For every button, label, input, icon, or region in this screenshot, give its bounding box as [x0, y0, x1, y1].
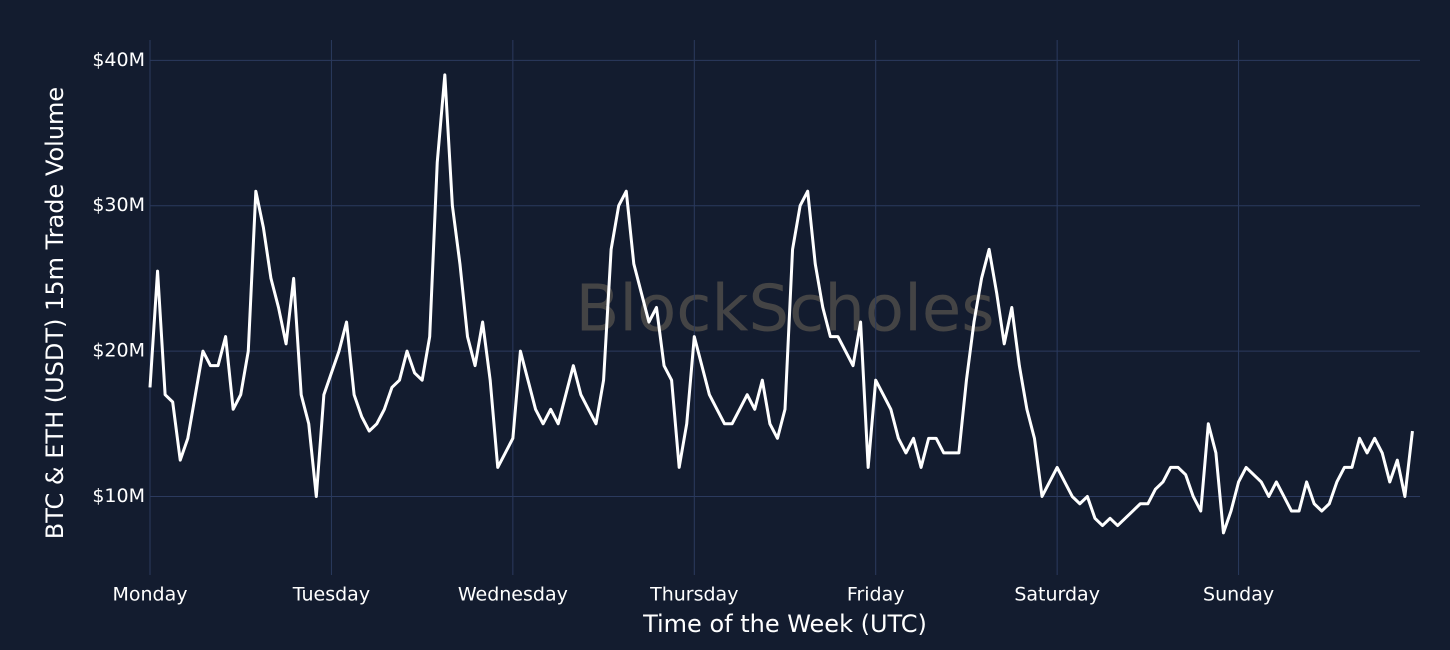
y-tick-label: $40M: [92, 49, 145, 71]
x-axis-title: Time of the Week (UTC): [642, 610, 927, 638]
x-tick-label: Wednesday: [458, 584, 568, 606]
y-axis-title: BTC & ETH (USDT) 15m Trade Volume: [41, 87, 69, 539]
y-tick-label: $10M: [92, 485, 145, 507]
x-tick-label: Monday: [112, 584, 187, 606]
y-tick-label: $20M: [92, 340, 145, 362]
x-tick-label: Sunday: [1203, 584, 1274, 606]
data-line: [148, 73, 1414, 535]
x-tick-label: Friday: [847, 584, 905, 606]
x-tick-label: Thursday: [649, 584, 738, 606]
x-tick-label: Tuesday: [292, 584, 370, 606]
y-tick-label: $30M: [92, 194, 145, 216]
x-tick-label: Saturday: [1014, 584, 1100, 606]
